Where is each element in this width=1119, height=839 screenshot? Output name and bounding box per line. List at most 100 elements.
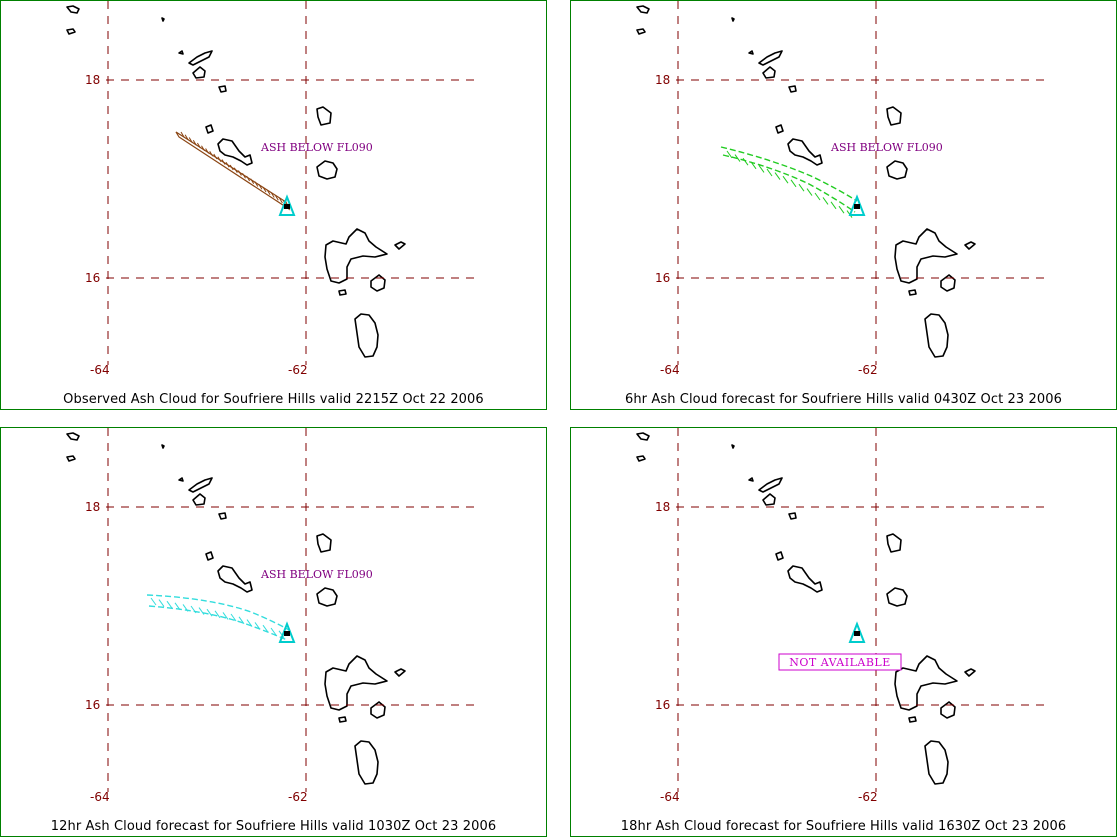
island-outline bbox=[218, 85, 227, 93]
ash-hatch bbox=[221, 159, 226, 165]
ash-hatch bbox=[166, 600, 173, 609]
island-outline bbox=[731, 17, 735, 22]
island-outline bbox=[775, 551, 784, 561]
volcano-marker-icon bbox=[278, 621, 296, 643]
island-outline bbox=[178, 477, 184, 482]
ash-hatch bbox=[262, 186, 267, 193]
volcano-marker-icon bbox=[848, 621, 866, 643]
volcano-triangle bbox=[848, 621, 866, 643]
ash-hatch bbox=[258, 183, 263, 190]
ash-hatch bbox=[822, 197, 829, 205]
island-outline bbox=[394, 241, 406, 250]
island-outline bbox=[218, 512, 227, 520]
ash-hatch bbox=[830, 201, 837, 210]
island-outline bbox=[762, 66, 776, 79]
ash-hatch bbox=[254, 181, 259, 187]
island-outline bbox=[758, 477, 783, 493]
ash-cloud-outline bbox=[146, 594, 290, 631]
island-outline bbox=[748, 50, 754, 55]
ash-hatch bbox=[158, 599, 165, 607]
map-panel-6hr: 18 16 -64 -62 ASH BELOW FL090 6hr Ash Cloud … bbox=[570, 0, 1117, 410]
island-outline bbox=[370, 274, 386, 292]
panel-caption: 18hr Ash Cloud forecast for Soufriere Hi… bbox=[620, 819, 1067, 834]
ash-hatch bbox=[254, 622, 261, 630]
ash-hatch bbox=[192, 139, 197, 146]
island-outline bbox=[66, 28, 76, 35]
ash-hatch bbox=[150, 597, 157, 606]
ash-hatch bbox=[814, 192, 821, 201]
lat-label-18: 18 bbox=[85, 500, 100, 514]
island-outline bbox=[188, 50, 213, 66]
lon-label-62: -62 bbox=[858, 790, 878, 804]
island-outline bbox=[338, 716, 347, 723]
ash-hatch bbox=[278, 630, 285, 639]
island-outline bbox=[787, 565, 823, 593]
ash-hatch bbox=[798, 183, 805, 192]
ash-cloud-outline bbox=[720, 146, 858, 202]
panel-caption: 6hr Ash Cloud forecast for Soufriere Hil… bbox=[624, 392, 1063, 407]
not-available-box: NOT AVAILABLE bbox=[778, 653, 902, 671]
island-outline bbox=[188, 477, 213, 493]
panel-caption: Observed Ash Cloud for Soufriere Hills v… bbox=[63, 392, 484, 407]
island-outline bbox=[908, 289, 917, 296]
ash-hatch bbox=[190, 605, 197, 614]
ash-hatch bbox=[205, 148, 210, 154]
ash-hatch bbox=[217, 156, 222, 163]
island-outline bbox=[908, 716, 917, 723]
ash-hatch bbox=[233, 167, 238, 174]
ash-hatch bbox=[225, 161, 230, 168]
graticule bbox=[106, 1, 476, 365]
lat-label-16: 16 bbox=[655, 271, 670, 285]
island-outline bbox=[788, 512, 797, 520]
island-outline bbox=[161, 17, 165, 22]
lon-label-64: -64 bbox=[90, 790, 110, 804]
ash-hatch bbox=[262, 624, 269, 633]
ash-cloud-polygon bbox=[146, 594, 290, 641]
ash-hatch bbox=[750, 161, 757, 170]
ash-hatch bbox=[246, 175, 251, 182]
ash-hatch bbox=[238, 616, 245, 625]
island-outline bbox=[775, 124, 784, 134]
island-outline bbox=[940, 274, 956, 292]
island-outline bbox=[788, 85, 797, 93]
ash-hatch bbox=[790, 179, 797, 188]
ash-hatch bbox=[184, 134, 189, 141]
ash-hatch bbox=[229, 164, 234, 171]
island-outline bbox=[66, 432, 80, 441]
island-outline bbox=[964, 668, 976, 677]
ash-hatch bbox=[250, 178, 255, 185]
ash-hatch bbox=[246, 619, 253, 627]
island-outline bbox=[354, 740, 379, 785]
island-outline bbox=[205, 124, 214, 134]
island-outline bbox=[394, 668, 406, 677]
ash-hatch bbox=[214, 610, 221, 619]
ash-hatch bbox=[806, 188, 813, 196]
island-outline bbox=[636, 5, 650, 14]
island-outline bbox=[370, 701, 386, 719]
island-outline bbox=[316, 533, 332, 553]
ash-hatch bbox=[838, 205, 845, 214]
ash-hatch bbox=[734, 154, 741, 162]
ash-cloud-outline bbox=[722, 154, 856, 213]
map-canvas: 18 16 -64 -62 ASH BELOW FL090 bbox=[66, 1, 476, 377]
volcano-island bbox=[854, 631, 860, 636]
ash-hatch bbox=[198, 607, 205, 615]
island-outline bbox=[636, 28, 646, 35]
island-outline bbox=[886, 587, 908, 607]
island-outline bbox=[886, 533, 902, 553]
ash-height-label: ASH BELOW FL090 bbox=[830, 141, 943, 154]
ash-hatch bbox=[742, 157, 749, 166]
ash-hatch bbox=[774, 172, 781, 180]
island-outline bbox=[338, 289, 347, 296]
map-panel-12hr: 18 16 -64 -62 ASH BELOW FL090 12hr Ash Cloud… bbox=[0, 427, 547, 837]
island-outline bbox=[178, 50, 184, 55]
volcano-triangle bbox=[278, 194, 296, 216]
island-outline bbox=[886, 106, 902, 126]
map-canvas: 18 16 -64 -62 NOT AVAILABLE bbox=[636, 428, 1046, 804]
island-outline bbox=[762, 493, 776, 506]
lat-label-16: 16 bbox=[85, 271, 100, 285]
ash-hatch bbox=[766, 168, 773, 177]
ash-cloud-polygon bbox=[720, 146, 858, 218]
map-canvas: 18 16 -64 -62 ASH BELOW FL090 bbox=[636, 1, 1046, 377]
lat-label-18: 18 bbox=[655, 500, 670, 514]
